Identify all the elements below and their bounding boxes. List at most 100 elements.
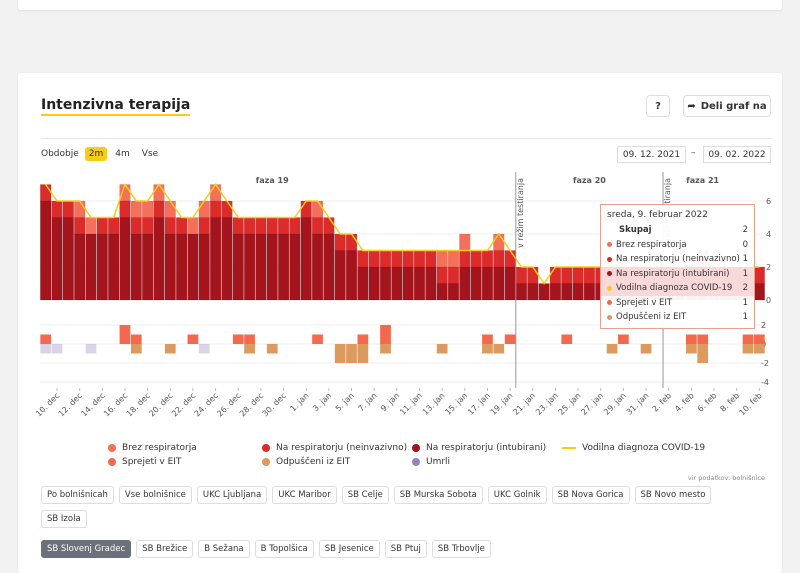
- bar-segment: [357, 266, 369, 301]
- legend-label: Na respiratorju (neinvazivno): [276, 443, 408, 453]
- tooltip-label: Na respiratorju (neinvazivno): [616, 254, 740, 265]
- bar-segment: [266, 344, 278, 354]
- bar-segment: [85, 233, 97, 301]
- share-button[interactable]: ➦ Deli graf na: [683, 95, 771, 117]
- legend-label: Odpuščeni iz EIT: [276, 457, 351, 467]
- bar-segment: [74, 233, 86, 301]
- bar-segment: [391, 250, 403, 268]
- x-tick-label: 6. feb: [696, 391, 719, 414]
- tooltip-value: 1: [742, 268, 748, 279]
- hospital-button[interactable]: SB Brežice: [136, 540, 194, 558]
- bar-segment: [549, 283, 561, 301]
- hospital-button[interactable]: SB Izola: [41, 510, 87, 528]
- hospital-button[interactable]: SB Nova Gorica: [551, 486, 630, 504]
- hospital-button[interactable]: UKC Ljubljana: [196, 486, 268, 504]
- period-option[interactable]: 2m: [84, 147, 108, 161]
- bar-segment: [380, 344, 391, 354]
- bar-segment: [697, 334, 709, 344]
- bar-segment: [583, 266, 595, 284]
- bar-segment: [266, 217, 278, 235]
- bar-segment: [119, 200, 131, 218]
- bar-segment: [561, 283, 573, 301]
- share-label: Deli graf na: [700, 100, 767, 112]
- bar-segment: [515, 266, 528, 284]
- bar-segment: [459, 233, 471, 251]
- legend-item[interactable]: Na respiratorju (neinvazivno): [262, 443, 407, 453]
- x-tick-label: 14. dec: [79, 391, 106, 418]
- bar-segment: [277, 233, 290, 301]
- tooltip-value: 1: [742, 312, 748, 323]
- x-tick-label: 16. dec: [102, 391, 129, 418]
- date-from[interactable]: 09. 12. 2021: [617, 146, 686, 163]
- hospital-button[interactable]: SB Ptuj: [384, 540, 427, 558]
- tooltip-dot: [607, 314, 612, 320]
- x-tick-label: 1. jan: [288, 391, 310, 413]
- bar-segment: [425, 250, 437, 268]
- x-tick-label: 19. jan: [489, 391, 515, 417]
- bar-segment: [51, 200, 63, 218]
- bar-segment: [368, 250, 380, 268]
- bar-segment: [221, 200, 233, 218]
- hospital-button[interactable]: Vse bolnišnice: [118, 486, 192, 504]
- help-button[interactable]: ?: [646, 95, 670, 117]
- legend-item[interactable]: Na respiratorju (intubirani): [412, 443, 546, 453]
- bar-segment: [130, 334, 142, 344]
- bar-segment: [323, 233, 335, 301]
- tooltip-row: Sprejeti v EIT 1: [601, 296, 754, 311]
- bar-segment: [482, 344, 493, 354]
- bar-segment: [187, 334, 199, 344]
- bar-segment: [210, 217, 222, 301]
- bar-segment: [402, 250, 414, 268]
- tooltip-value: 1: [742, 254, 748, 265]
- phase-label: faza 20: [573, 176, 606, 185]
- bar-segment: [142, 217, 154, 235]
- bar-segment: [164, 344, 176, 354]
- bar-segment: [753, 283, 765, 301]
- bar-segment: [493, 250, 505, 268]
- bar-segment: [493, 344, 505, 354]
- date-to[interactable]: 09. 02. 2022: [703, 146, 771, 163]
- hospital-button[interactable]: UKC Golnik: [487, 486, 547, 504]
- tooltip-dot: [607, 256, 612, 262]
- bar-segment: [357, 250, 369, 268]
- bar-segment: [686, 344, 697, 354]
- bar-segment: [447, 283, 460, 301]
- hospital-button[interactable]: B Topolšica: [254, 540, 314, 558]
- legend-item[interactable]: Brez respiratorja: [108, 443, 197, 453]
- share-icon: ➦: [687, 100, 696, 112]
- bar-segment: [300, 200, 312, 218]
- phase-label: faza 19: [256, 176, 289, 185]
- bar-segment: [311, 200, 324, 218]
- hospital-button[interactable]: SB Slovenj Gradec: [41, 540, 132, 558]
- bar-segment: [164, 200, 176, 218]
- legend-item[interactable]: Umrli: [412, 457, 450, 467]
- legend-item[interactable]: Odpuščeni iz EIT: [262, 457, 350, 467]
- bar-segment: [538, 283, 550, 301]
- hospital-button[interactable]: SB Jesenice: [318, 540, 380, 558]
- bar-segment: [119, 184, 131, 202]
- x-tick-label: 24. dec: [193, 391, 220, 418]
- tooltip-dot: [607, 242, 612, 248]
- bar-segment: [391, 266, 403, 301]
- hospital-button[interactable]: SB Trbovlje: [431, 540, 491, 558]
- tooltip-value: 1: [742, 297, 748, 308]
- period-option[interactable]: Vse: [141, 149, 159, 159]
- legend-item[interactable]: Sprejeti v EIT: [108, 457, 181, 467]
- hospital-button[interactable]: B Sežana: [198, 540, 250, 558]
- hospital-button[interactable]: SB Novo mesto: [634, 486, 712, 504]
- bar-segment: [334, 344, 346, 363]
- bar-segment: [289, 217, 301, 235]
- x-tick-label: 30. dec: [261, 391, 288, 418]
- bar-segment: [618, 334, 629, 344]
- hospital-button[interactable]: SB Celje: [341, 486, 389, 504]
- hospital-button[interactable]: Po bolnišnicah: [41, 486, 114, 504]
- hospital-button[interactable]: UKC Maribor: [272, 486, 337, 504]
- tooltip-label: Na respiratorju (intubirani): [616, 268, 730, 279]
- hospital-button[interactable]: SB Murska Sobota: [393, 486, 483, 504]
- legend-item[interactable]: Vodilna diagnoza COVID-19: [562, 443, 705, 453]
- period-option[interactable]: 4m: [115, 149, 130, 159]
- bar-segment: [379, 266, 392, 301]
- bar-segment: [119, 325, 131, 344]
- x-tick-label: 18. dec: [125, 391, 152, 418]
- bar-segment: [153, 217, 165, 301]
